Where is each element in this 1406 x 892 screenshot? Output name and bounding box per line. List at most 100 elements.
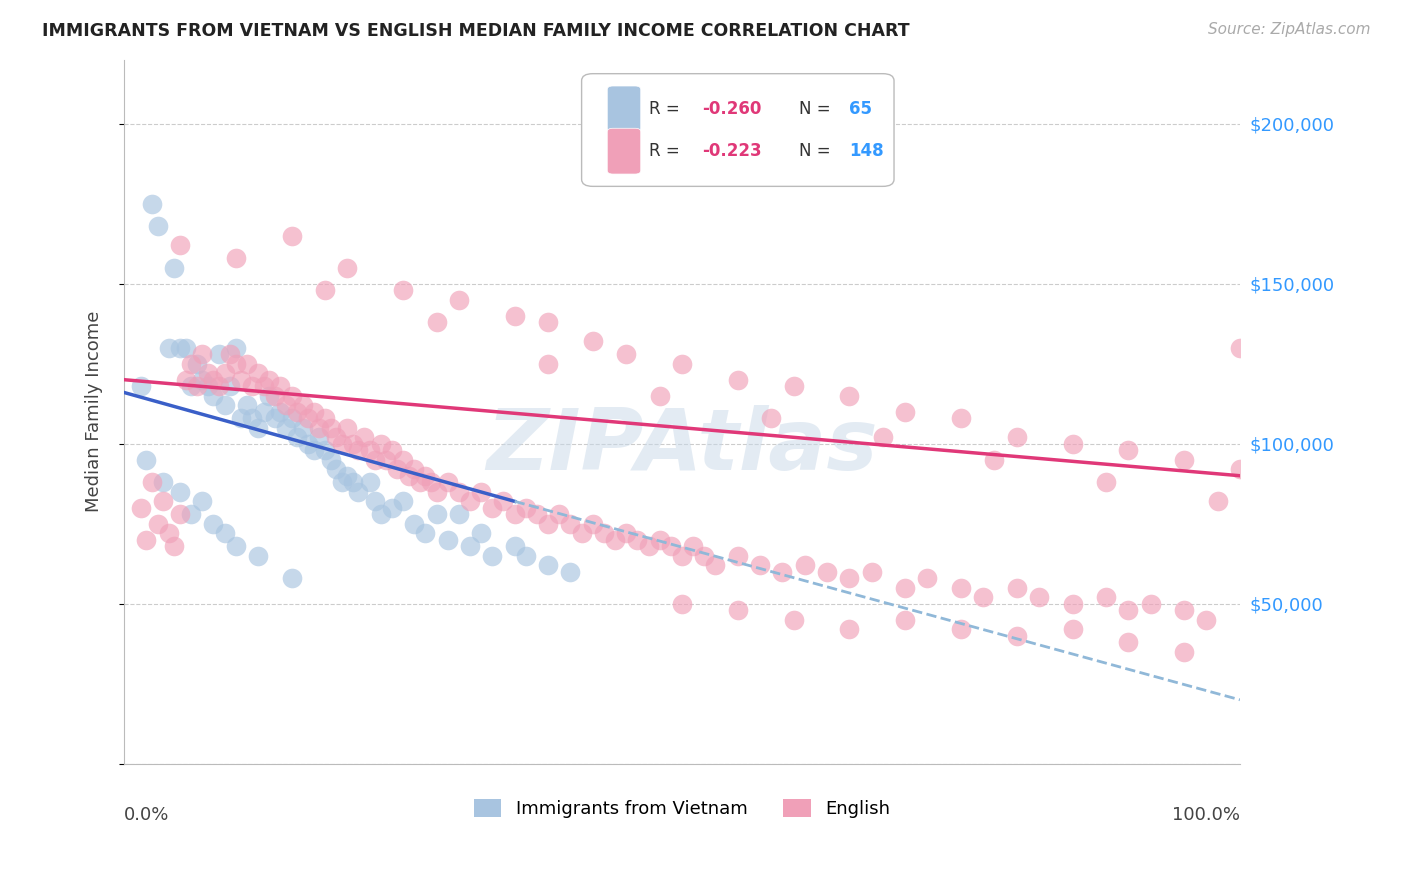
- Point: [129, 379, 152, 393]
- Point: [503, 309, 526, 323]
- Point: [537, 558, 560, 573]
- Point: [1195, 613, 1218, 627]
- Point: [180, 357, 202, 371]
- Point: [727, 549, 749, 563]
- Point: [169, 484, 191, 499]
- Point: [727, 603, 749, 617]
- Text: IMMIGRANTS FROM VIETNAM VS ENGLISH MEDIAN FAMILY INCOME CORRELATION CHART: IMMIGRANTS FROM VIETNAM VS ENGLISH MEDIA…: [42, 22, 910, 40]
- Point: [347, 443, 370, 458]
- Point: [492, 494, 515, 508]
- Point: [838, 623, 860, 637]
- Text: R =: R =: [648, 142, 685, 161]
- Point: [415, 526, 437, 541]
- Point: [470, 484, 492, 499]
- Point: [191, 373, 214, 387]
- Point: [280, 228, 302, 243]
- Point: [364, 452, 387, 467]
- Text: Source: ZipAtlas.com: Source: ZipAtlas.com: [1208, 22, 1371, 37]
- Point: [174, 373, 197, 387]
- Point: [353, 430, 375, 444]
- Point: [247, 421, 270, 435]
- Point: [983, 452, 1005, 467]
- Point: [285, 430, 308, 444]
- Text: 148: 148: [849, 142, 884, 161]
- Point: [387, 462, 409, 476]
- Point: [526, 507, 548, 521]
- Point: [537, 357, 560, 371]
- Point: [1229, 341, 1251, 355]
- Point: [503, 507, 526, 521]
- Point: [202, 373, 225, 387]
- Point: [163, 539, 186, 553]
- Point: [163, 260, 186, 275]
- Point: [537, 315, 560, 329]
- Point: [319, 452, 342, 467]
- Point: [894, 613, 917, 627]
- Point: [582, 334, 605, 349]
- Point: [648, 389, 671, 403]
- Point: [548, 507, 571, 521]
- Point: [141, 196, 163, 211]
- Point: [972, 591, 994, 605]
- Point: [157, 526, 180, 541]
- Point: [436, 533, 458, 547]
- Point: [219, 347, 242, 361]
- FancyBboxPatch shape: [607, 128, 641, 174]
- Text: 100.0%: 100.0%: [1173, 806, 1240, 824]
- Point: [1173, 603, 1195, 617]
- Legend: Immigrants from Vietnam, English: Immigrants from Vietnam, English: [467, 791, 897, 825]
- Point: [219, 379, 242, 393]
- Point: [314, 283, 336, 297]
- Point: [280, 389, 302, 403]
- Point: [593, 526, 616, 541]
- Point: [582, 516, 605, 531]
- Point: [214, 526, 236, 541]
- Point: [838, 389, 860, 403]
- Point: [129, 500, 152, 515]
- Point: [1118, 635, 1140, 649]
- Point: [197, 379, 219, 393]
- Point: [308, 421, 330, 435]
- Point: [458, 539, 481, 553]
- Point: [359, 475, 381, 490]
- Point: [146, 219, 169, 233]
- Point: [392, 452, 415, 467]
- Point: [342, 475, 364, 490]
- Point: [186, 379, 208, 393]
- Point: [375, 452, 398, 467]
- Point: [503, 539, 526, 553]
- Point: [342, 436, 364, 450]
- Point: [242, 379, 264, 393]
- Point: [1095, 475, 1118, 490]
- Point: [447, 507, 470, 521]
- Point: [325, 430, 347, 444]
- Point: [1005, 629, 1028, 643]
- Point: [392, 283, 415, 297]
- Point: [1206, 494, 1229, 508]
- FancyBboxPatch shape: [607, 86, 641, 132]
- Point: [537, 516, 560, 531]
- Point: [693, 549, 716, 563]
- Point: [285, 405, 308, 419]
- Point: [214, 398, 236, 412]
- Y-axis label: Median Family Income: Median Family Income: [86, 311, 103, 512]
- Point: [404, 462, 426, 476]
- Point: [1118, 443, 1140, 458]
- Point: [197, 366, 219, 380]
- Point: [470, 526, 492, 541]
- Point: [1062, 623, 1084, 637]
- Point: [838, 571, 860, 585]
- Point: [214, 366, 236, 380]
- Text: 0.0%: 0.0%: [124, 806, 170, 824]
- Point: [202, 389, 225, 403]
- Point: [949, 581, 972, 595]
- Text: R =: R =: [648, 100, 685, 118]
- Point: [648, 533, 671, 547]
- Point: [481, 500, 503, 515]
- Point: [1005, 581, 1028, 595]
- Point: [860, 565, 883, 579]
- Point: [1028, 591, 1050, 605]
- Point: [269, 379, 291, 393]
- Point: [458, 494, 481, 508]
- Point: [135, 533, 157, 547]
